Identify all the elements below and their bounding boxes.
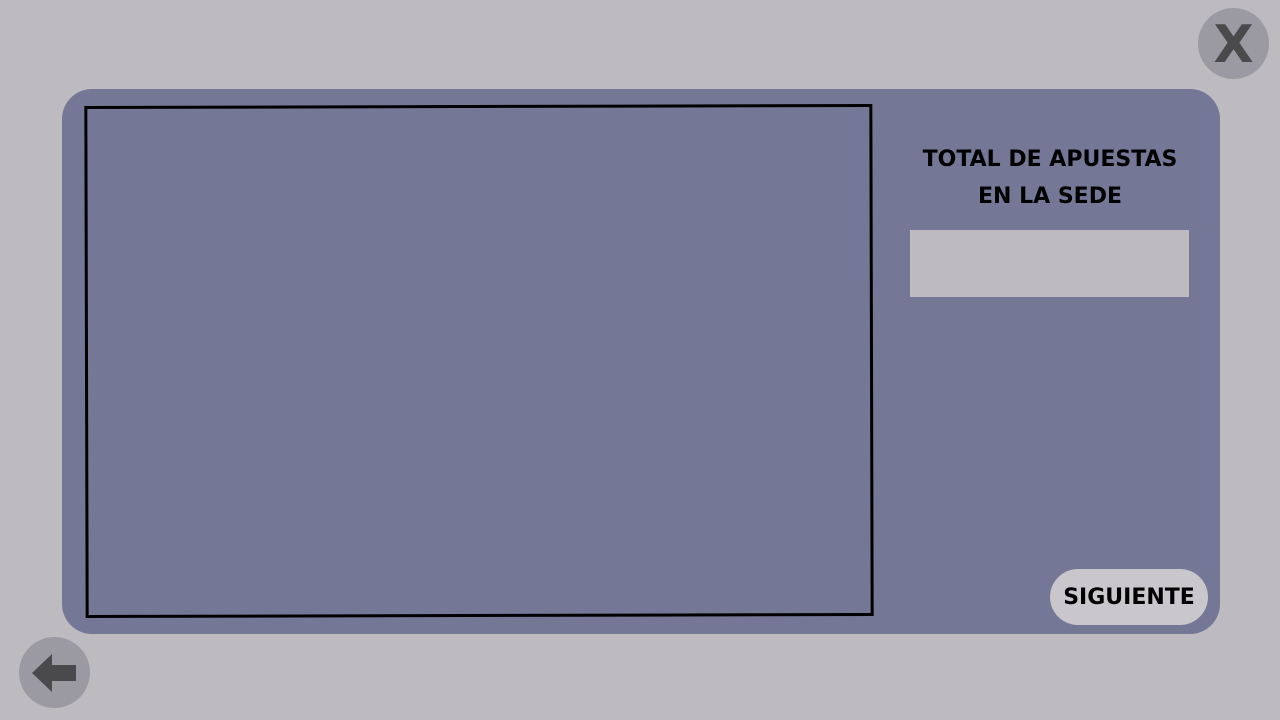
total-bets-title: TOTAL DE APUESTAS EN LA SEDE xyxy=(922,147,1178,209)
next-button[interactable]: SIGUIENTE xyxy=(1050,569,1208,625)
content-area xyxy=(84,103,874,619)
back-button[interactable] xyxy=(19,637,90,708)
main-panel: TOTAL DE APUESTAS EN LA SEDE SIGUIENTE xyxy=(62,89,1220,634)
close-button[interactable]: X xyxy=(1198,8,1269,79)
close-label: X xyxy=(1213,14,1254,75)
arrow-left-icon xyxy=(31,653,76,692)
total-bets-field[interactable] xyxy=(910,230,1189,297)
next-button-label: SIGUIENTE xyxy=(1063,584,1195,610)
